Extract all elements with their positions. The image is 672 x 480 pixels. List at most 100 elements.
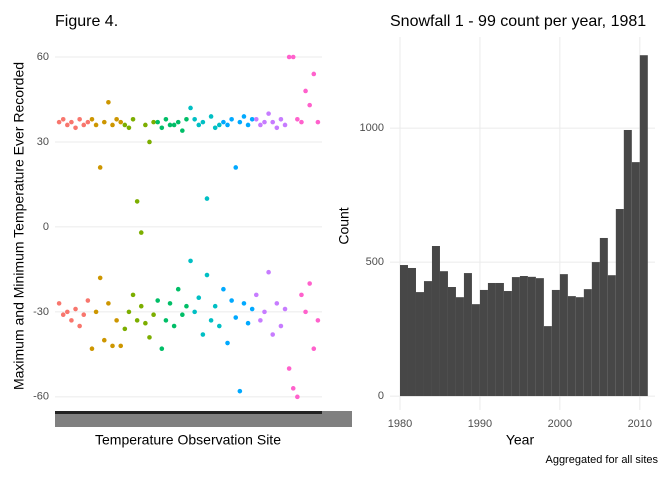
point xyxy=(126,309,132,315)
point xyxy=(221,119,226,125)
point xyxy=(93,309,99,315)
point xyxy=(171,323,177,329)
x-tick-mark-mass xyxy=(55,411,322,414)
point xyxy=(69,318,74,323)
point xyxy=(290,54,296,60)
point xyxy=(110,343,115,349)
point xyxy=(262,309,267,315)
point xyxy=(114,116,119,122)
bar xyxy=(439,271,448,397)
point xyxy=(307,102,312,108)
point xyxy=(110,122,115,128)
point xyxy=(208,318,214,323)
bar xyxy=(487,282,496,397)
y-axis-label: Count xyxy=(336,207,352,244)
point xyxy=(303,309,308,315)
point xyxy=(69,119,74,125)
bar xyxy=(463,273,472,397)
point xyxy=(60,116,66,122)
x-tick-label-mass xyxy=(55,411,352,427)
point xyxy=(307,281,312,286)
bar xyxy=(535,278,544,397)
point xyxy=(155,298,160,303)
point xyxy=(245,122,251,128)
point xyxy=(147,335,152,340)
point xyxy=(196,122,202,128)
point xyxy=(253,292,259,298)
bar xyxy=(431,246,440,397)
point xyxy=(151,312,156,318)
point xyxy=(233,165,239,170)
point xyxy=(101,337,107,343)
point xyxy=(274,301,280,306)
y-tick-label: 60 xyxy=(37,51,49,63)
point xyxy=(295,116,300,122)
point xyxy=(192,309,197,315)
bar xyxy=(551,289,560,397)
bar xyxy=(583,289,592,397)
bar xyxy=(567,296,576,397)
x-axis-label: Temperature Observation Site xyxy=(95,432,281,448)
y-tick-label: -30 xyxy=(33,306,49,318)
point xyxy=(159,346,165,351)
x-tick-label: 2010 xyxy=(628,418,652,430)
point xyxy=(311,71,317,77)
point xyxy=(159,125,165,131)
point xyxy=(134,199,140,204)
point xyxy=(290,386,296,391)
y-tick-label: 0 xyxy=(43,221,49,233)
point xyxy=(208,114,214,119)
point xyxy=(65,309,70,315)
point xyxy=(122,326,128,332)
point xyxy=(204,196,210,201)
point xyxy=(262,119,267,125)
point xyxy=(163,116,169,122)
x-tick-label: 2000 xyxy=(548,418,572,430)
point xyxy=(249,306,255,312)
bar xyxy=(479,289,488,397)
bar xyxy=(543,326,552,397)
point xyxy=(233,315,239,320)
bar xyxy=(423,281,432,397)
point xyxy=(130,116,136,122)
point xyxy=(266,269,271,275)
bar xyxy=(623,129,632,397)
point xyxy=(229,116,234,122)
bar xyxy=(511,277,520,397)
bar xyxy=(415,292,424,397)
point xyxy=(212,303,218,309)
point xyxy=(155,119,160,125)
point xyxy=(97,275,103,281)
bar xyxy=(455,297,464,397)
point xyxy=(200,332,206,337)
point xyxy=(192,116,197,122)
point xyxy=(229,298,234,303)
point xyxy=(106,100,111,105)
point xyxy=(196,295,202,301)
point xyxy=(278,116,284,122)
bar xyxy=(503,291,512,397)
point xyxy=(143,320,148,326)
point xyxy=(147,139,152,145)
point xyxy=(245,320,251,326)
point xyxy=(299,292,304,298)
point xyxy=(143,122,148,128)
y-tick-label: 1000 xyxy=(360,122,384,134)
y-axis-label: Maximum and Minimum Temperature Ever Rec… xyxy=(11,62,27,390)
y-tick-label: 30 xyxy=(37,136,49,148)
point xyxy=(258,318,263,323)
point xyxy=(188,105,193,111)
point xyxy=(89,346,95,351)
x-tick-label: 1990 xyxy=(468,418,492,430)
point xyxy=(253,116,259,122)
bar xyxy=(559,274,568,397)
bar xyxy=(495,282,504,397)
point xyxy=(188,258,193,264)
point xyxy=(217,122,222,128)
point xyxy=(163,318,169,323)
point xyxy=(221,286,226,292)
point xyxy=(225,122,230,128)
x-axis-label: Year xyxy=(506,432,535,448)
point xyxy=(225,340,230,346)
bar xyxy=(631,162,640,397)
